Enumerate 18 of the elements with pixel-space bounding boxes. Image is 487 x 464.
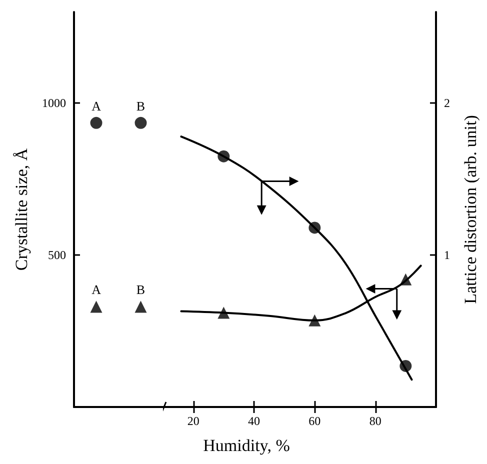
y2-tick-label: 2 — [444, 96, 450, 110]
y2-axis-title: Lattice distortion (arb. unit) — [461, 115, 480, 304]
x-axis-title: Humidity, % — [203, 436, 290, 455]
annotation: B — [136, 98, 146, 114]
annotation: A — [92, 282, 102, 298]
annotation: B — [136, 282, 146, 298]
annotation: A — [92, 98, 102, 114]
point — [400, 360, 412, 372]
y2-tick-label: 1 — [444, 248, 450, 262]
x-tick-label: 80 — [369, 414, 382, 428]
point — [308, 222, 321, 234]
point — [218, 150, 230, 162]
y-tick-label: 1000 — [42, 96, 66, 110]
x-tick-label: 40 — [248, 414, 260, 428]
y-axis-title: Crystallite size, Å — [12, 148, 31, 271]
x-tick-label: 20 — [187, 414, 200, 428]
x-tick-label: 60 — [308, 414, 321, 428]
y-tick-label: 500 — [48, 248, 66, 262]
